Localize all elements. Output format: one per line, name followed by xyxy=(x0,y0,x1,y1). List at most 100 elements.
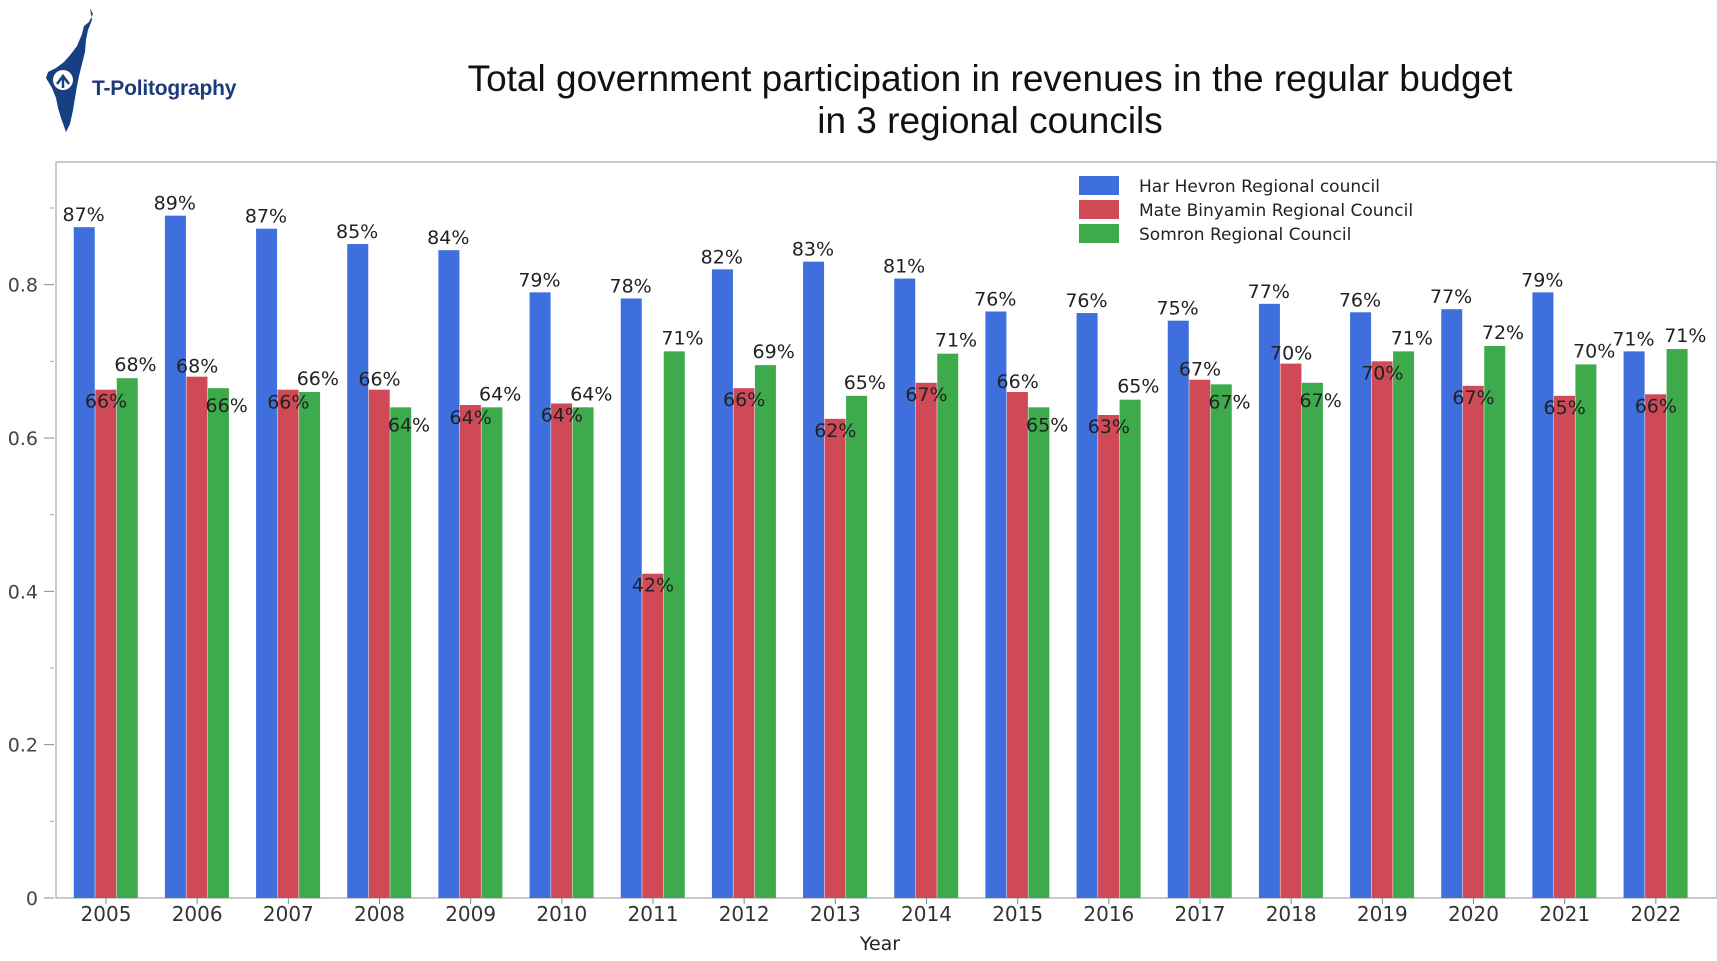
bar-har-hevron-2015 xyxy=(985,311,1007,898)
x-tick-label: 2009 xyxy=(445,902,496,926)
y-tick-label: 0.2 xyxy=(8,735,38,757)
value-label-somron-2021: 70% xyxy=(1573,340,1615,362)
bar-har-hevron-2005 xyxy=(73,227,95,898)
value-label-har-hevron-2005: 87% xyxy=(63,204,105,226)
value-label-mate-binyamin-2015: 66% xyxy=(997,371,1039,393)
bar-har-hevron-2010 xyxy=(529,292,551,898)
x-axis: 2005 2006 2007 2008 2009 2010 2011 2012 2013 2014… xyxy=(81,898,1681,926)
bar-somron-2017 xyxy=(1210,384,1232,898)
bar-har-hevron-2019 xyxy=(1350,312,1372,898)
bar-mate-binyamin-2008 xyxy=(368,389,390,898)
value-label-mate-binyamin-2006: 68% xyxy=(176,356,218,378)
value-label-mate-binyamin-2008: 66% xyxy=(358,369,400,391)
value-label-somron-2010: 64% xyxy=(570,383,612,405)
value-label-har-hevron-2013: 83% xyxy=(792,239,834,261)
bar-mate-binyamin-2015 xyxy=(1006,392,1028,898)
chart-title-line-1: Total government participation in revenu… xyxy=(467,58,1513,99)
bar-har-hevron-2013 xyxy=(803,261,825,899)
value-label-somron-2020: 72% xyxy=(1482,322,1524,344)
value-label-somron-2007: 66% xyxy=(297,368,339,390)
bar-somron-2011 xyxy=(663,351,685,898)
bar-har-hevron-2021 xyxy=(1532,292,1554,898)
bar-somron-2006 xyxy=(207,388,229,898)
value-label-har-hevron-2019: 76% xyxy=(1339,289,1381,311)
chart-title-line-2: in 3 regional councils xyxy=(817,100,1163,141)
value-label-har-hevron-2007: 87% xyxy=(245,206,287,228)
legend-label-somron: Somron Regional Council xyxy=(1139,225,1351,245)
value-label-mate-binyamin-2014: 67% xyxy=(905,384,947,406)
bar-har-hevron-2020 xyxy=(1441,309,1463,898)
value-label-har-hevron-2020: 77% xyxy=(1430,286,1472,308)
value-label-har-hevron-2014: 81% xyxy=(883,256,925,278)
legend-label-har-hevron: Har Hevron Regional council xyxy=(1139,177,1380,197)
value-label-mate-binyamin-2005: 66% xyxy=(85,391,127,413)
value-label-somron-2005: 68% xyxy=(114,354,156,376)
x-tick-label: 2018 xyxy=(1266,902,1317,926)
y-tick-label: 0.6 xyxy=(8,428,38,450)
x-tick-label: 2020 xyxy=(1448,902,1499,926)
value-label-somron-2017: 67% xyxy=(1208,391,1250,413)
bar-mate-binyamin-2007 xyxy=(277,389,299,898)
bar-har-hevron-2011 xyxy=(620,298,642,898)
bar-har-hevron-2017 xyxy=(1167,320,1189,898)
bar-somron-2014 xyxy=(937,353,959,899)
x-tick-label: 2007 xyxy=(263,902,314,926)
value-label-mate-binyamin-2013: 62% xyxy=(814,420,856,442)
bar-mate-binyamin-2009 xyxy=(459,405,481,898)
value-label-har-hevron-2017: 75% xyxy=(1157,298,1199,320)
bar-somron-2021 xyxy=(1575,364,1597,898)
value-label-mate-binyamin-2011: 42% xyxy=(632,575,674,597)
y-tick-label: 0.8 xyxy=(8,275,38,297)
value-label-somron-2014: 71% xyxy=(935,330,977,352)
legend-swatch-somron xyxy=(1079,224,1119,243)
bar-har-hevron-2016 xyxy=(1076,313,1098,898)
bar-har-hevron-2022 xyxy=(1623,351,1645,898)
logo xyxy=(44,6,234,146)
bar-somron-2007 xyxy=(299,392,321,898)
bar-har-hevron-2014 xyxy=(894,278,916,898)
bar-har-hevron-2018 xyxy=(1258,303,1280,898)
x-tick-label: 2022 xyxy=(1630,902,1681,926)
bar-mate-binyamin-2011 xyxy=(642,573,664,898)
bar-somron-2009 xyxy=(481,407,503,898)
x-tick-label: 2006 xyxy=(172,902,223,926)
x-tick-label: 2014 xyxy=(901,902,952,926)
value-label-har-hevron-2011: 78% xyxy=(610,275,652,297)
x-tick-label: 2017 xyxy=(1175,902,1226,926)
bar-mate-binyamin-2016 xyxy=(1098,415,1120,898)
bar-mate-binyamin-2012 xyxy=(733,388,755,898)
bar-har-hevron-2009 xyxy=(438,250,460,898)
value-label-somron-2006: 66% xyxy=(206,395,248,417)
value-label-har-hevron-2022: 71% xyxy=(1612,328,1654,350)
bar-mate-binyamin-2018 xyxy=(1280,363,1302,899)
bar-har-hevron-2008 xyxy=(347,244,369,899)
x-tick-label: 2019 xyxy=(1357,902,1408,926)
bar-somron-2020 xyxy=(1484,346,1506,898)
value-label-mate-binyamin-2010: 64% xyxy=(541,405,583,427)
value-label-somron-2019: 71% xyxy=(1391,327,1433,349)
bar-somron-2022 xyxy=(1666,349,1688,899)
bar-somron-2016 xyxy=(1119,399,1141,898)
value-label-har-hevron-2006: 89% xyxy=(154,193,196,215)
israel-map-icon xyxy=(46,8,93,132)
bar-mate-binyamin-2013 xyxy=(824,418,846,898)
brand-name: T-Politography xyxy=(92,77,237,100)
value-label-mate-binyamin-2022: 66% xyxy=(1635,395,1677,417)
x-tick-label: 2008 xyxy=(354,902,405,926)
bar-somron-2015 xyxy=(1028,407,1050,898)
x-tick-label: 2010 xyxy=(536,902,587,926)
value-label-mate-binyamin-2018: 70% xyxy=(1270,343,1312,365)
x-tick-label: 2013 xyxy=(810,902,861,926)
legend: Har Hevron Regional council Mate Binyamin… xyxy=(1079,176,1413,245)
bar-mate-binyamin-2014 xyxy=(915,382,937,898)
x-tick-label: 2012 xyxy=(719,902,770,926)
value-label-har-hevron-2016: 76% xyxy=(1065,290,1107,312)
bar-har-hevron-2006 xyxy=(164,215,186,898)
x-tick-label: 2016 xyxy=(1083,902,1134,926)
value-label-har-hevron-2018: 77% xyxy=(1248,281,1290,303)
value-label-mate-binyamin-2016: 63% xyxy=(1088,416,1130,438)
legend-swatch-har-hevron xyxy=(1079,176,1119,195)
bars-layer xyxy=(73,215,1688,899)
value-labels-layer: 87%66%68%89%68%66%87%66%66%85%66%64%84%6… xyxy=(63,193,1707,597)
